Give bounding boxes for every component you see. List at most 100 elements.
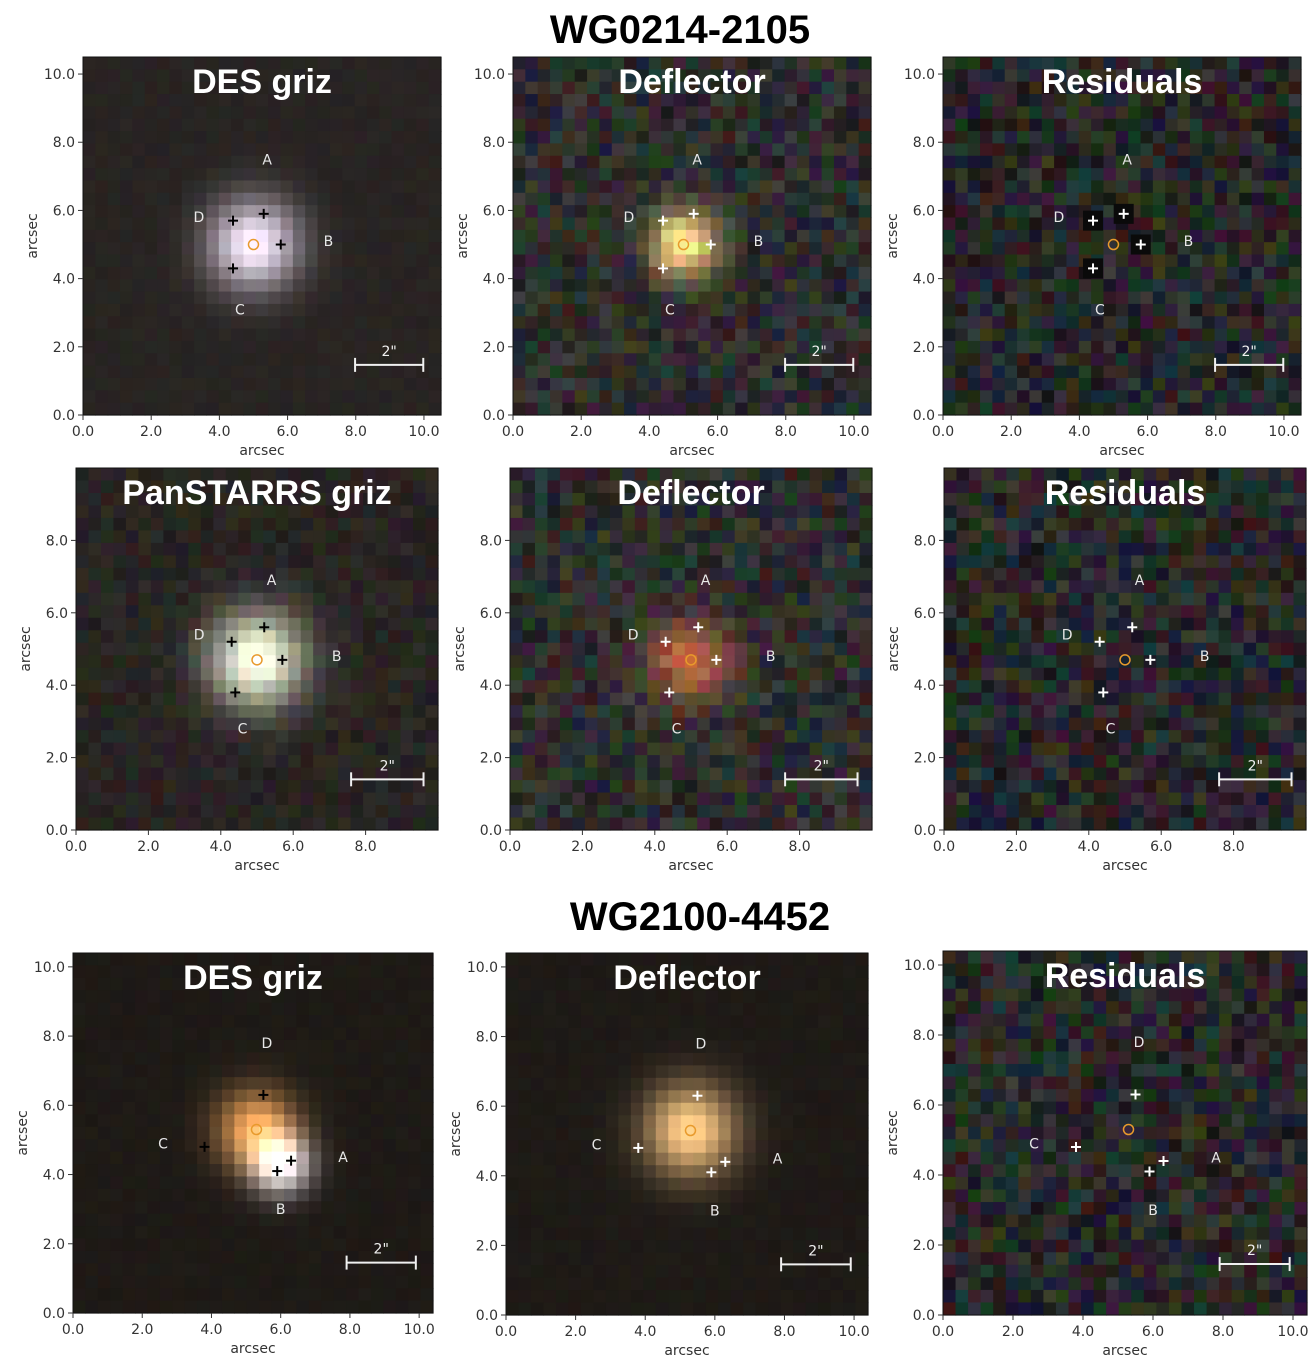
scale-bar-label: 2": [808, 1243, 823, 1259]
image-position-marker: [228, 215, 239, 226]
lensed-image-label: B: [324, 234, 334, 250]
scale-bar-label: 2": [374, 1242, 389, 1258]
panel-title: DES griz: [183, 959, 323, 997]
image-position-marker: [286, 1155, 297, 1166]
y-tick-label: 6.0: [476, 1099, 498, 1115]
plot-frame: [82, 56, 442, 416]
y-tick-label: 8.0: [43, 1029, 65, 1045]
x-axis-label: arcsec: [1102, 858, 1147, 874]
y-tick-label: 8.0: [476, 1030, 498, 1046]
x-tick-label: 4.0: [210, 839, 232, 855]
lensed-image-label: D: [624, 210, 635, 226]
y-tick-label: 6.0: [913, 1098, 935, 1114]
lensed-image-label: A: [1122, 152, 1132, 168]
image-pixels: [943, 57, 1302, 416]
image-position-marker: [1135, 239, 1146, 250]
x-axis-label: arcsec: [664, 1343, 709, 1359]
image-pixels: [510, 468, 873, 831]
image-position-marker: [658, 215, 669, 226]
y-tick-label: 0.0: [483, 408, 505, 424]
x-tick-label: 6.0: [1136, 424, 1158, 440]
scale-bar: 2": [1214, 344, 1285, 372]
scale-bar: 2": [780, 1243, 852, 1272]
panel-title: Residuals: [1042, 63, 1203, 101]
x-tick-label: 8.0: [345, 424, 367, 440]
x-tick-label: 0.0: [62, 1322, 84, 1338]
x-tick-label: 8.0: [1205, 424, 1227, 440]
y-tick-label: 2.0: [46, 751, 68, 767]
lensed-image-label: D: [628, 628, 639, 644]
image-position-marker: [1088, 263, 1099, 274]
lensed-image-label: C: [235, 302, 245, 318]
y-tick-label: 6.0: [480, 606, 502, 622]
x-tick-label: 0.0: [502, 424, 524, 440]
x-axis-label: arcsec: [239, 443, 284, 459]
lensed-image-label: D: [696, 1037, 707, 1053]
x-tick-label: 2.0: [570, 424, 592, 440]
y-axis-label: arcsec: [885, 213, 901, 258]
y-axis-label: arcsec: [886, 626, 902, 671]
x-tick-label: 6.0: [716, 839, 738, 855]
scale-bar: 2": [1218, 758, 1293, 787]
lensed-image-label: B: [276, 1202, 286, 1218]
y-tick-label: 2.0: [913, 1238, 935, 1254]
lensed-image-label: C: [592, 1137, 602, 1153]
image-position-marker: [1088, 215, 1099, 226]
y-tick-label: 6.0: [43, 1098, 65, 1114]
image-position-marker: [228, 263, 239, 274]
x-tick-label: 4.0: [638, 424, 660, 440]
x-tick-label: 4.0: [634, 1324, 656, 1340]
lens-center-marker: [685, 654, 697, 666]
panel-title: Deflector: [618, 63, 765, 101]
panel-title: Residuals: [1045, 957, 1206, 995]
y-tick-label: 2.0: [480, 751, 502, 767]
x-tick-label: 4.0: [644, 839, 666, 855]
panel-title: Residuals: [1045, 474, 1206, 512]
image-position-marker: [1145, 654, 1156, 665]
image-position-marker: [259, 622, 270, 633]
image-position-marker: [658, 263, 669, 274]
x-tick-label: 2.0: [131, 1322, 153, 1338]
x-tick-label: 10.0: [838, 1324, 869, 1340]
image-pixels: [73, 953, 434, 1314]
plot-frame: [75, 467, 439, 831]
y-tick-label: 6.0: [483, 203, 505, 219]
lensed-image-label: B: [1148, 1203, 1158, 1219]
y-tick-label: 4.0: [476, 1169, 498, 1185]
lensed-image-label: A: [262, 152, 272, 168]
y-axis-label: arcsec: [448, 1111, 464, 1156]
y-tick-label: 10.0: [474, 67, 505, 83]
y-tick-label: 4.0: [914, 678, 936, 694]
image-position-marker: [277, 654, 288, 665]
lens-center-marker: [1119, 654, 1131, 666]
y-axis-label: arcsec: [18, 626, 34, 671]
image-position-marker: [258, 208, 269, 219]
x-tick-label: 6.0: [282, 839, 304, 855]
lensed-image-label: B: [1184, 234, 1194, 250]
plot-frame: [72, 952, 434, 1314]
y-axis-label: arcsec: [452, 626, 468, 671]
lensed-image-label: C: [238, 722, 248, 738]
y-tick-label: 10.0: [904, 958, 935, 974]
lensed-image-label: A: [1135, 573, 1145, 589]
y-tick-label: 0.0: [476, 1308, 498, 1324]
lensed-image-label: C: [158, 1136, 168, 1152]
x-tick-label: 0.0: [932, 424, 954, 440]
image-position-marker: [720, 1156, 731, 1167]
panel-title: DES griz: [192, 63, 332, 101]
image-position-marker: [1158, 1156, 1169, 1166]
image-position-marker: [272, 1166, 283, 1177]
image-position-marker: [1118, 208, 1129, 219]
scale-bar-label: 2": [814, 758, 829, 774]
x-tick-label: 10.0: [404, 1322, 435, 1338]
image-position-marker: [711, 654, 722, 665]
x-axis-label: arcsec: [1102, 1343, 1147, 1359]
y-tick-label: 4.0: [53, 272, 75, 288]
x-tick-label: 8.0: [773, 1324, 795, 1340]
y-tick-label: 2.0: [483, 340, 505, 356]
y-tick-label: 0.0: [46, 823, 68, 839]
image-pixels: [943, 951, 1308, 1316]
